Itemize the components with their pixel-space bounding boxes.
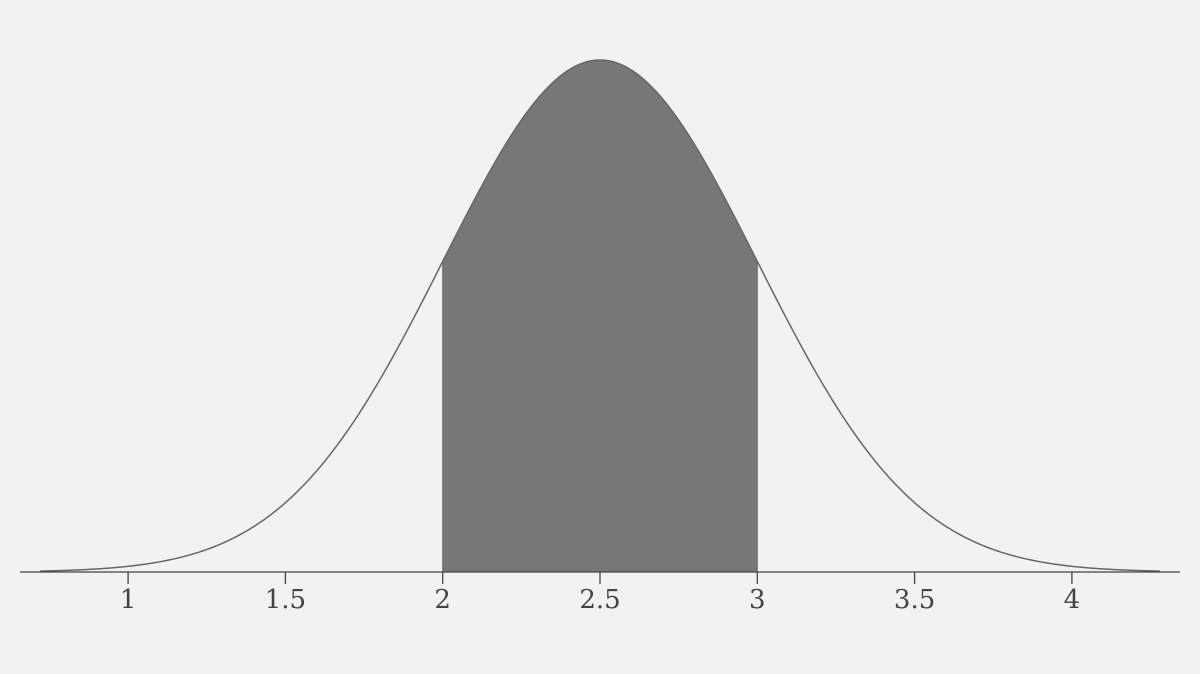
- x-tick-label: 4: [1064, 585, 1081, 615]
- x-tick-label: 1: [120, 585, 137, 615]
- x-tick-label: 1.5: [265, 585, 306, 615]
- x-tick-label: 3.5: [894, 585, 935, 615]
- normal-distribution-chart: 1 1.5 2 2.5 3 3.5 4: [0, 0, 1200, 674]
- x-tick-label: 2.5: [579, 585, 620, 615]
- x-tick-label: 3: [749, 585, 766, 615]
- x-tick-label: 2: [434, 585, 451, 615]
